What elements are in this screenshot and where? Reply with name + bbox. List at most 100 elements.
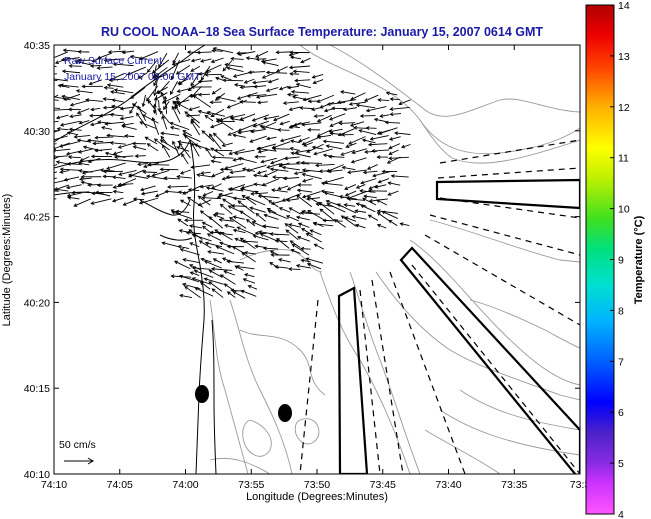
current-vector <box>212 46 234 54</box>
current-vector <box>269 232 290 237</box>
current-vector <box>91 57 102 63</box>
current-vector <box>295 194 313 208</box>
current-vector <box>247 284 258 290</box>
current-vector <box>282 176 300 181</box>
current-vector <box>144 136 158 145</box>
current-vector <box>255 212 266 222</box>
current-vector <box>277 185 289 191</box>
current-vector <box>290 139 301 144</box>
current-vector <box>54 108 70 111</box>
current-vector <box>251 114 269 122</box>
current-vector <box>179 248 200 256</box>
current-vector <box>381 169 398 174</box>
current-vector <box>296 235 311 242</box>
current-vector <box>261 60 279 67</box>
x-axis-ticks: 74:10 74:05 74:00 73:55 73:50 73:45 73:40 73:35… <box>41 45 590 491</box>
current-vector <box>212 213 225 219</box>
current-vector <box>111 197 124 203</box>
station-marker <box>278 404 292 422</box>
current-vector <box>54 188 69 192</box>
current-vector <box>229 170 245 175</box>
current-vector <box>71 190 90 195</box>
current-vector <box>191 266 211 270</box>
current-vector <box>398 99 411 106</box>
current-vector <box>157 100 162 113</box>
current-vector <box>271 188 288 193</box>
current-vector <box>200 171 211 176</box>
current-vector <box>218 217 234 222</box>
y-tick-label: 40:20 <box>24 297 50 309</box>
current-vector <box>223 270 236 276</box>
current-vector <box>350 157 367 164</box>
current-vector <box>190 164 211 170</box>
current-vector <box>239 113 256 121</box>
current-vector <box>313 114 324 119</box>
current-vector <box>227 128 244 136</box>
current-vector <box>167 185 189 189</box>
current-vector <box>176 87 192 93</box>
current-vector <box>377 98 390 102</box>
current-vector <box>160 135 168 145</box>
current-vector <box>313 148 333 156</box>
current-vector <box>327 169 343 174</box>
current-vector <box>87 157 101 164</box>
current-vector <box>96 66 113 70</box>
current-vector <box>285 229 299 241</box>
current-vector <box>177 244 190 249</box>
current-vector <box>196 173 214 178</box>
x-tick-label: 74:10 <box>41 479 67 491</box>
current-vector <box>146 143 159 152</box>
current-vector <box>54 94 59 98</box>
current-vector <box>79 156 90 162</box>
current-vector <box>316 114 332 123</box>
current-vector <box>129 101 138 115</box>
current-vector <box>249 135 267 143</box>
current-vector <box>232 133 246 138</box>
current-vector <box>66 161 81 166</box>
current-vector <box>211 183 222 189</box>
current-vector <box>199 184 214 189</box>
current-vector <box>322 139 344 144</box>
current-vector <box>325 144 343 150</box>
current-vector <box>290 151 311 158</box>
current-vector <box>110 90 126 95</box>
current-vector <box>255 50 269 58</box>
current-vector <box>232 215 245 220</box>
current-vector <box>153 79 158 97</box>
current-vector <box>117 182 134 187</box>
current-vector <box>172 140 180 157</box>
current-vector <box>273 113 290 122</box>
current-vector <box>299 211 321 215</box>
current-vector <box>355 223 366 229</box>
current-vector <box>96 183 113 188</box>
current-vector <box>387 181 401 186</box>
current-vector <box>130 87 146 99</box>
current-vector <box>152 103 157 116</box>
current-vector <box>86 138 104 143</box>
current-vector <box>106 162 126 170</box>
current-vector <box>146 60 158 73</box>
current-vector <box>219 274 236 285</box>
current-vector <box>299 106 313 110</box>
current-vector <box>177 78 189 85</box>
current-vector <box>183 134 202 150</box>
current-vector <box>236 226 257 236</box>
colorbar-tick-label: 5 <box>618 458 624 470</box>
current-vector <box>279 120 290 126</box>
current-vector <box>226 291 236 298</box>
current-vector <box>147 162 170 167</box>
current-vector <box>59 120 81 127</box>
current-vector <box>204 115 214 122</box>
current-vector <box>252 173 268 178</box>
current-vector <box>340 215 357 227</box>
current-vector <box>117 142 135 149</box>
current-vector <box>300 160 323 165</box>
current-vector <box>176 174 192 179</box>
x-tick-label: 73:35 <box>501 479 527 491</box>
current-vector <box>278 258 291 263</box>
current-vector <box>67 195 80 200</box>
current-vector <box>197 195 211 206</box>
y-tick-label: 40:30 <box>24 126 50 138</box>
current-vector <box>159 110 170 124</box>
current-vector <box>118 169 137 176</box>
